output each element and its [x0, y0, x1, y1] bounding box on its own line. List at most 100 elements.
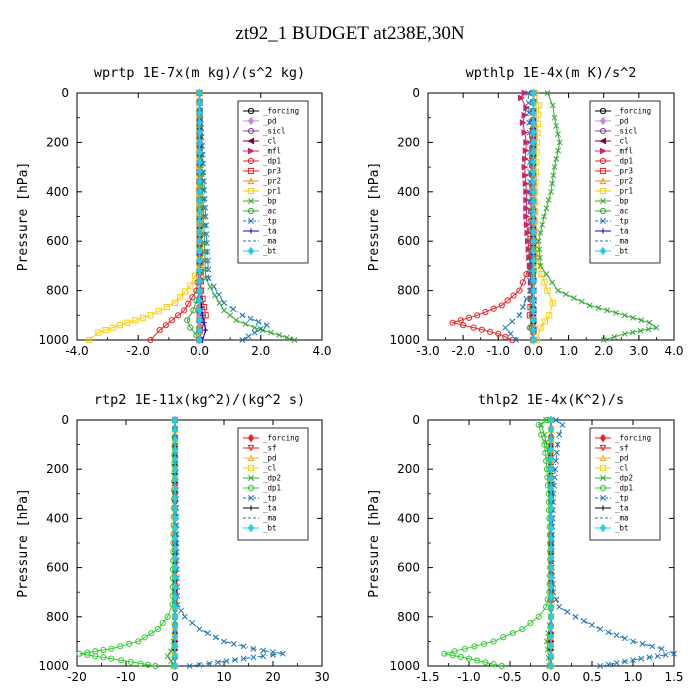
- legend-marker: [247, 484, 255, 492]
- series-line-dp1: [79, 419, 176, 667]
- data-point: [210, 283, 217, 290]
- data-point: [535, 421, 542, 429]
- data-point: [523, 221, 531, 229]
- data-point: [205, 266, 212, 273]
- data-point: [465, 314, 473, 321]
- data-point: [559, 421, 566, 428]
- panel-0: wprtp 1E-7x(m kg)/(s^2 kg) Pressure [hPa]…: [16, 65, 332, 358]
- y-tick-label: 1000: [389, 659, 420, 673]
- data-point: [156, 327, 163, 334]
- legend-marker: [599, 433, 607, 443]
- y-tick-label: 400: [46, 511, 69, 525]
- x-tick-label: -20: [67, 670, 87, 684]
- data-point: [597, 663, 604, 669]
- data-point: [502, 324, 509, 331]
- data-point: [521, 89, 529, 97]
- data-point: [255, 318, 262, 325]
- data-point: [530, 276, 537, 285]
- data-point: [553, 122, 560, 129]
- data-point: [171, 455, 179, 464]
- series-line-pr1: [534, 92, 554, 341]
- legend-marker: [599, 187, 607, 195]
- legend-label: _ta: [263, 227, 277, 236]
- data-point: [171, 464, 179, 474]
- legend-marker: [599, 444, 607, 452]
- legend-marker: [248, 475, 254, 481]
- data-point: [509, 630, 516, 637]
- y-tick-label: 200: [397, 462, 420, 476]
- legend-label: _pr2: [615, 177, 633, 186]
- data-point: [460, 322, 467, 329]
- data-point: [556, 139, 563, 146]
- legend-marker: [247, 454, 255, 462]
- data-point: [270, 649, 276, 656]
- data-point: [171, 602, 179, 612]
- data-point: [538, 431, 545, 438]
- data-point: [530, 335, 537, 345]
- data-point: [181, 307, 188, 314]
- data-point: [95, 329, 102, 336]
- data-point: [498, 302, 505, 309]
- data-point: [251, 324, 258, 331]
- data-point: [547, 415, 555, 425]
- data-point: [171, 661, 179, 671]
- legend-label: _dp1: [263, 484, 281, 493]
- legend-label: _ma: [615, 237, 629, 246]
- data-point: [547, 494, 555, 503]
- y-tick-label: 0: [61, 86, 69, 100]
- data-point: [535, 613, 542, 620]
- data-point: [268, 329, 274, 336]
- data-point: [196, 217, 203, 226]
- data-point: [171, 524, 179, 533]
- legend-marker: [247, 246, 255, 256]
- data-point: [521, 111, 529, 119]
- legend-marker: [599, 157, 607, 165]
- data-point: [516, 312, 523, 319]
- data-point: [260, 647, 267, 654]
- data-point: [639, 640, 646, 647]
- data-point: [530, 88, 537, 98]
- data-point: [530, 217, 537, 226]
- x-tick-label: 1.0: [559, 344, 578, 358]
- data-point: [530, 296, 537, 305]
- x-tick-label: -2.0: [451, 344, 474, 358]
- data-point: [555, 131, 561, 138]
- data-point: [552, 458, 559, 464]
- data-point: [182, 288, 189, 295]
- data-point: [586, 302, 593, 309]
- data-point: [541, 279, 548, 286]
- legend-label: _cl: [263, 137, 277, 146]
- data-point: [530, 207, 537, 216]
- data-point: [530, 266, 537, 276]
- data-point: [291, 337, 298, 343]
- data-point: [118, 657, 125, 664]
- legend-marker: [599, 127, 607, 135]
- data-point: [649, 643, 656, 650]
- data-point: [530, 128, 537, 137]
- data-point: [260, 653, 267, 660]
- data-point: [547, 455, 555, 464]
- data-point: [547, 602, 555, 612]
- data-point: [196, 276, 203, 285]
- data-point: [189, 294, 196, 301]
- data-point: [196, 88, 203, 98]
- data-point: [196, 138, 203, 147]
- data-point: [196, 207, 203, 216]
- legend-marker: [599, 464, 607, 472]
- legend-label: _dp2: [263, 474, 281, 483]
- legend-label: _ma: [615, 514, 629, 523]
- data-point: [171, 484, 179, 494]
- data-point: [132, 317, 139, 324]
- data-point: [504, 297, 511, 304]
- data-point: [500, 634, 507, 641]
- data-point: [199, 312, 206, 318]
- legend-marker: [599, 454, 607, 462]
- data-point: [536, 254, 543, 261]
- data-point: [202, 213, 209, 220]
- data-point: [144, 661, 152, 668]
- data-point: [605, 661, 612, 668]
- data-point: [535, 102, 542, 109]
- data-point: [522, 155, 529, 163]
